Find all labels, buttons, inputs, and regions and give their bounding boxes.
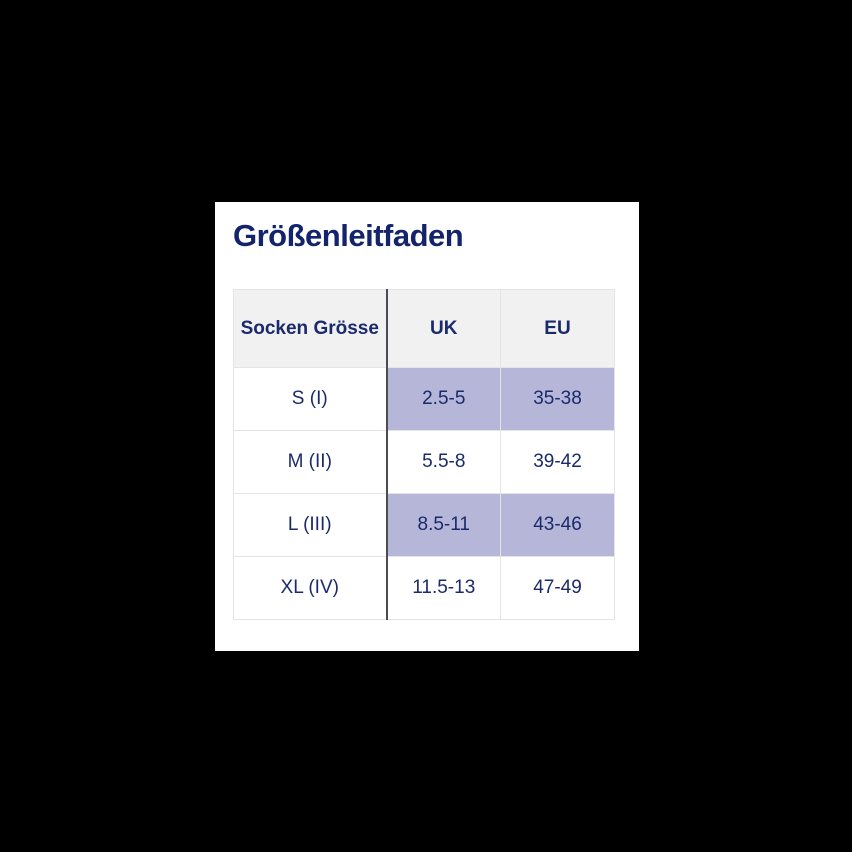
- eu-cell: 39-42: [500, 430, 615, 494]
- eu-cell: 43-46: [500, 493, 615, 557]
- column-header-eu: EU: [500, 289, 615, 368]
- header-row: Socken Grösse UK EU: [233, 289, 615, 368]
- table-row-m: M (II) 5.5-8 39-42: [233, 430, 615, 494]
- size-table-body: S (I) 2.5-5 35-38 M (II) 5.5-8 39-42 L (…: [233, 367, 615, 620]
- size-table: Socken Grösse UK EU S (I) 2.5-5 35-38 M …: [233, 289, 615, 620]
- uk-cell: 5.5-8: [386, 430, 501, 494]
- size-guide-card: Größenleitfaden Socken Grösse UK EU S (I…: [215, 202, 639, 651]
- size-cell: S (I): [233, 367, 388, 431]
- uk-cell: 2.5-5: [386, 367, 501, 431]
- size-cell: L (III): [233, 493, 388, 557]
- size-cell: M (II): [233, 430, 388, 494]
- size-table-header: Socken Grösse UK EU: [233, 289, 615, 368]
- uk-cell: 8.5-11: [386, 493, 501, 557]
- page-title: Größenleitfaden: [233, 218, 464, 253]
- table-row-s: S (I) 2.5-5 35-38: [233, 367, 615, 431]
- uk-cell: 11.5-13: [386, 556, 501, 620]
- size-cell: XL (IV): [233, 556, 388, 620]
- column-header-sock-size: Socken Grösse: [233, 289, 388, 368]
- eu-cell: 35-38: [500, 367, 615, 431]
- column-header-uk: UK: [386, 289, 501, 368]
- table-row-l: L (III) 8.5-11 43-46: [233, 493, 615, 557]
- table-row-xl: XL (IV) 11.5-13 47-49: [233, 556, 615, 620]
- eu-cell: 47-49: [500, 556, 615, 620]
